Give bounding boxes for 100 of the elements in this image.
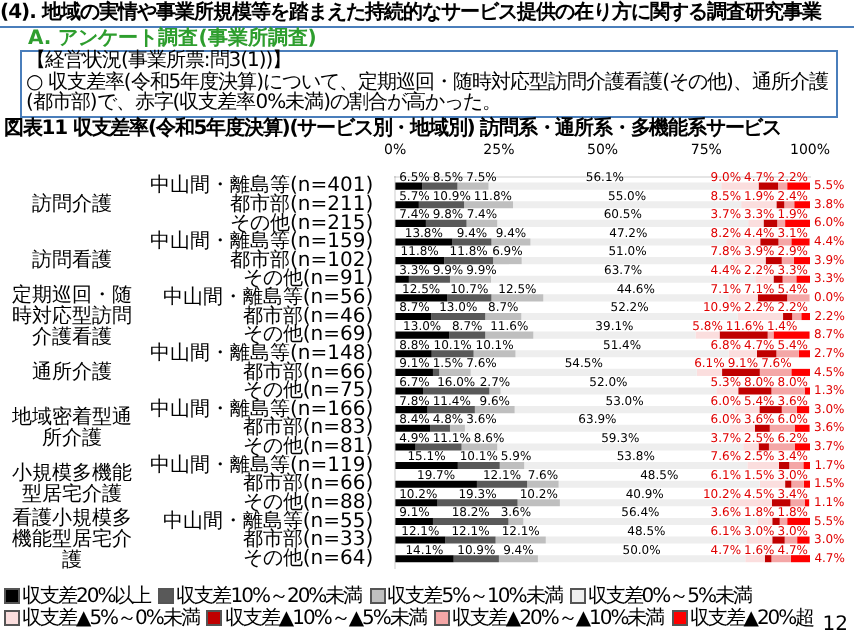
bar xyxy=(425,218,467,226)
bar xyxy=(395,311,432,320)
bar xyxy=(489,386,501,394)
bar xyxy=(733,256,766,264)
bar xyxy=(765,256,782,264)
bar xyxy=(473,349,516,357)
bar xyxy=(452,237,492,245)
bar xyxy=(722,367,760,375)
bar xyxy=(395,367,433,375)
legend-label: 収支差10%～20%未満 xyxy=(176,585,362,607)
bar xyxy=(743,442,759,450)
bar xyxy=(782,274,797,282)
legend-label: 収支差▲5%～0%未満 xyxy=(22,607,199,629)
bar xyxy=(787,181,810,189)
bar xyxy=(415,442,462,450)
legend-label: 収支差▲10%～▲5%未満 xyxy=(224,607,426,629)
bar xyxy=(773,330,810,338)
bar xyxy=(759,479,786,487)
bar xyxy=(508,516,524,524)
bar xyxy=(521,311,738,320)
bar xyxy=(791,479,804,487)
bar xyxy=(695,330,720,338)
bar xyxy=(474,405,515,413)
bar xyxy=(787,293,810,301)
bar xyxy=(485,311,522,320)
bar xyxy=(395,479,477,487)
text: 小規模多機能型居宅介護 xyxy=(12,459,132,505)
bar xyxy=(784,200,795,208)
bar xyxy=(783,311,793,320)
bar xyxy=(756,349,777,357)
bar xyxy=(791,367,810,375)
bar xyxy=(781,405,797,413)
bar xyxy=(430,423,450,431)
bar xyxy=(395,218,426,226)
bar xyxy=(395,516,433,524)
text: A. アンケート調査(事業所調査) xyxy=(26,28,319,50)
bar xyxy=(801,311,810,320)
bar xyxy=(493,256,522,264)
bar xyxy=(790,554,810,562)
bar xyxy=(745,554,765,562)
bar xyxy=(741,200,777,208)
bar xyxy=(785,479,792,487)
bar xyxy=(792,311,802,320)
bar xyxy=(395,423,431,431)
bar xyxy=(449,330,486,338)
bar xyxy=(790,498,805,506)
bar xyxy=(726,237,761,245)
bar xyxy=(457,461,500,469)
bar xyxy=(395,256,445,264)
bar xyxy=(395,386,423,394)
bar xyxy=(418,200,465,208)
bar xyxy=(758,181,779,189)
bar xyxy=(491,237,531,245)
bar xyxy=(737,311,784,320)
bar xyxy=(395,330,450,338)
bar xyxy=(395,442,416,450)
bar xyxy=(781,256,794,264)
bar xyxy=(716,386,739,394)
bar xyxy=(772,535,785,543)
text: 定期巡回・随時対応型訪問介護看護 xyxy=(12,281,132,348)
bar xyxy=(395,554,454,562)
y-tick-label: その他(n=81) xyxy=(242,433,374,458)
bar xyxy=(771,498,791,506)
bar xyxy=(444,256,494,264)
bar xyxy=(447,293,492,301)
bar xyxy=(449,274,492,282)
bar xyxy=(763,218,778,226)
bar xyxy=(796,405,810,413)
bar xyxy=(776,200,785,208)
bar xyxy=(791,237,810,245)
text: ○ 収支差率(令和5年度決算)について、定期巡回・随時対応型訪問介護看護(その他)、通所介護(都市部)で、赤字(収支差率0%未満)の割合が高かった。 xyxy=(26,71,830,115)
bar xyxy=(395,200,419,208)
bar xyxy=(746,535,773,543)
bar xyxy=(757,293,788,301)
legend-label: 収支差0%～5%未満 xyxy=(587,585,752,607)
bar xyxy=(794,200,810,208)
bar xyxy=(728,293,758,301)
bar xyxy=(771,386,805,394)
bar xyxy=(485,330,534,338)
bar xyxy=(759,405,782,413)
bar xyxy=(759,367,792,375)
bar xyxy=(728,349,757,357)
bar xyxy=(395,237,453,245)
bar xyxy=(804,386,810,394)
bar xyxy=(439,367,471,375)
bar xyxy=(772,516,780,524)
bar xyxy=(738,386,772,394)
bar xyxy=(777,218,786,226)
bar xyxy=(423,386,490,394)
bar xyxy=(408,274,450,282)
bar xyxy=(495,535,546,543)
bar xyxy=(437,498,518,506)
bar xyxy=(527,479,559,487)
bar xyxy=(431,349,474,357)
text: 【経営状況(事業所票:問3(1))】 xyxy=(26,50,294,72)
bar xyxy=(517,498,560,506)
bar xyxy=(729,423,755,431)
bar xyxy=(778,237,792,245)
bar xyxy=(755,274,774,282)
bar xyxy=(798,349,810,357)
